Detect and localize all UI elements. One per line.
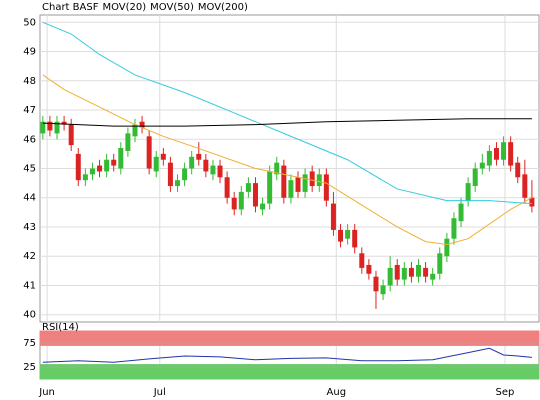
y-tick-label: 75 <box>23 338 36 349</box>
legend-label: MOV(20) <box>102 2 146 13</box>
candle-body <box>167 162 173 187</box>
moving-average-line <box>42 21 532 205</box>
y-tick-label: 43 <box>23 222 36 233</box>
candle-body <box>501 142 507 160</box>
candle-body <box>274 162 280 175</box>
moving-average-line <box>42 118 532 127</box>
candle-body <box>132 124 138 137</box>
candle-body <box>260 203 266 210</box>
candle-body <box>224 177 230 198</box>
candle-body <box>486 150 492 166</box>
candle-body <box>330 203 336 230</box>
candle-body <box>111 159 117 166</box>
candle-body <box>394 264 400 280</box>
candle-body <box>203 159 209 172</box>
candle-body <box>40 121 46 134</box>
candle-body <box>430 273 436 280</box>
candle-body <box>423 267 429 277</box>
candle-body <box>508 142 514 166</box>
candle-body <box>444 238 450 257</box>
y-tick-label: 25 <box>23 362 36 373</box>
candle-body <box>104 159 110 172</box>
rsi-band <box>39 364 540 380</box>
candle-body <box>437 253 443 274</box>
candle-body <box>267 171 273 204</box>
candle-body <box>529 197 535 207</box>
rsi-label: RSI(14) <box>42 322 79 333</box>
y-tick-label: 50 <box>23 17 36 28</box>
x-tick-label: Jun <box>38 387 55 398</box>
candle-body <box>139 121 145 128</box>
y-tick-label: 49 <box>23 47 36 58</box>
candle-body <box>238 191 244 210</box>
candle-body <box>380 285 386 295</box>
candle-body <box>515 162 521 178</box>
candle-body <box>338 229 344 242</box>
candle-body <box>408 267 414 277</box>
x-tick-label: Jul <box>153 387 166 398</box>
candle-body <box>479 162 485 169</box>
candle-body <box>217 165 223 178</box>
candle-body <box>281 165 287 198</box>
candle-body <box>252 183 258 207</box>
rsi-band <box>39 330 540 346</box>
candle-body <box>118 148 124 169</box>
candle-body <box>210 165 216 175</box>
chart-title: Chart BASF <box>42 2 99 13</box>
candle-body <box>309 171 315 187</box>
candle-body <box>61 121 67 125</box>
candle-body <box>522 174 528 198</box>
y-tick-label: 45 <box>23 164 36 175</box>
candle-body <box>359 253 365 268</box>
candle-body <box>146 136 152 169</box>
y-tick-label: 42 <box>23 251 36 262</box>
y-tick-label: 44 <box>23 193 36 204</box>
candle-body <box>288 180 294 198</box>
candle-body <box>68 124 74 146</box>
candle-body <box>416 264 422 277</box>
candle-body <box>366 264 372 274</box>
candle-body <box>231 197 237 210</box>
candle-body <box>472 168 478 187</box>
candle-body <box>47 121 53 131</box>
candle-body <box>345 229 351 239</box>
legend-label: MOV(50) <box>150 2 194 13</box>
candle-body <box>189 156 195 169</box>
candle-body <box>465 183 471 201</box>
candle-body <box>323 174 329 201</box>
candle-body <box>451 218 457 239</box>
candle-body <box>295 177 301 192</box>
candle-body <box>352 229 358 248</box>
candle-body <box>153 156 159 172</box>
legend-label: MOV(200) <box>198 2 248 13</box>
y-tick-label: 48 <box>23 76 36 87</box>
candle-body <box>245 183 251 192</box>
candle-body <box>160 153 166 160</box>
candle-body <box>316 174 322 187</box>
y-tick-label: 46 <box>23 134 36 145</box>
candle-body <box>493 148 499 160</box>
rsi-line <box>42 347 532 363</box>
candle-body <box>458 203 464 222</box>
candle-body <box>302 174 308 192</box>
candle-body <box>82 174 88 181</box>
candle-body <box>97 165 103 172</box>
candle-body <box>89 168 95 175</box>
candle-body <box>401 267 407 280</box>
candle-body <box>125 133 131 151</box>
moving-average-line <box>42 74 533 246</box>
candle-body <box>54 121 60 134</box>
candle-body <box>182 168 188 181</box>
candle-body <box>387 267 393 286</box>
y-tick-label: 41 <box>23 280 36 291</box>
y-tick-label: 40 <box>23 310 36 321</box>
y-tick-label: 47 <box>23 105 36 116</box>
x-tick-label: Sep <box>496 387 515 398</box>
x-tick-label: Aug <box>327 387 347 398</box>
candle-body <box>175 180 181 187</box>
candle-body <box>373 276 379 292</box>
candle-body <box>196 153 202 160</box>
candle-body <box>75 153 81 181</box>
